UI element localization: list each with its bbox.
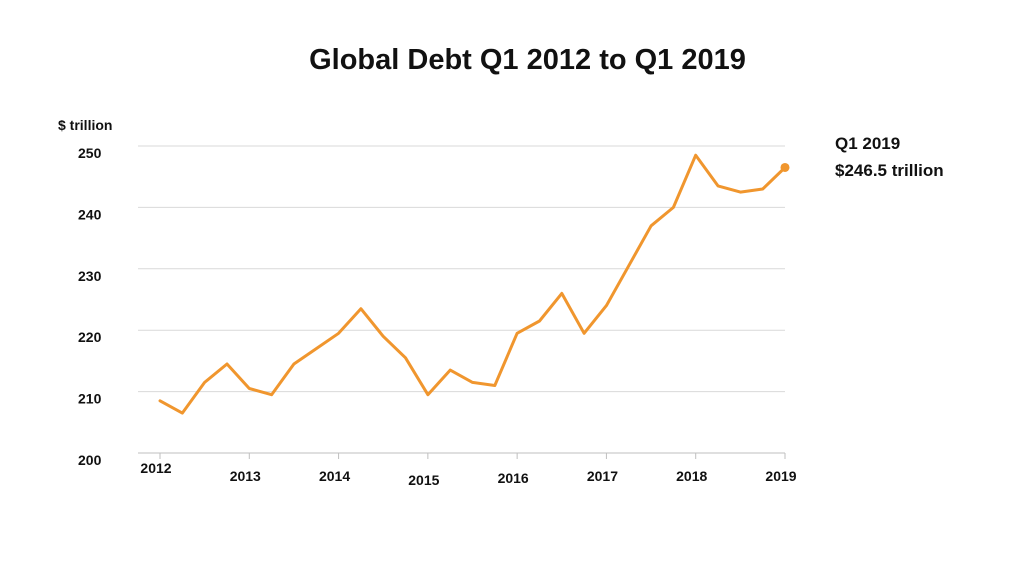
x-tick-label-2015: 2015 [408, 472, 439, 488]
x-axis: 2012 2013 2014 2015 2016 2017 2018 2019 [138, 452, 797, 488]
y-axis-ticks: 200 210 220 230 240 250 [78, 145, 102, 468]
y-tick-label-230: 230 [78, 268, 102, 284]
y-tick-label-210: 210 [78, 391, 102, 407]
x-tick-label-2019: 2019 [765, 468, 796, 484]
series-group [158, 153, 790, 415]
x-tick-label-2012: 2012 [140, 460, 171, 476]
x-tick-label-2013: 2013 [230, 468, 261, 484]
x-tick-label-2014: 2014 [319, 468, 350, 484]
chart-title: Global Debt Q1 2012 to Q1 2019 [309, 44, 746, 76]
annotation-value: $246.5 trillion [835, 161, 944, 180]
x-tick-label-2017: 2017 [587, 468, 618, 484]
y-tick-label-200: 200 [78, 452, 102, 468]
y-tick-label-240: 240 [78, 206, 102, 222]
gridlines [138, 145, 785, 393]
series-line-0 [158, 153, 787, 415]
last-point-marker [780, 162, 790, 172]
last-value-annotation: Q1 2019 $246.5 trillion [835, 130, 944, 184]
x-tick-label-2016: 2016 [498, 470, 529, 486]
x-tick-label-2018: 2018 [676, 468, 707, 484]
annotation-period: Q1 2019 [835, 134, 901, 153]
y-axis-unit-label: $ trillion [58, 117, 113, 133]
y-tick-label-250: 250 [78, 145, 102, 161]
y-tick-label-220: 220 [78, 329, 102, 345]
